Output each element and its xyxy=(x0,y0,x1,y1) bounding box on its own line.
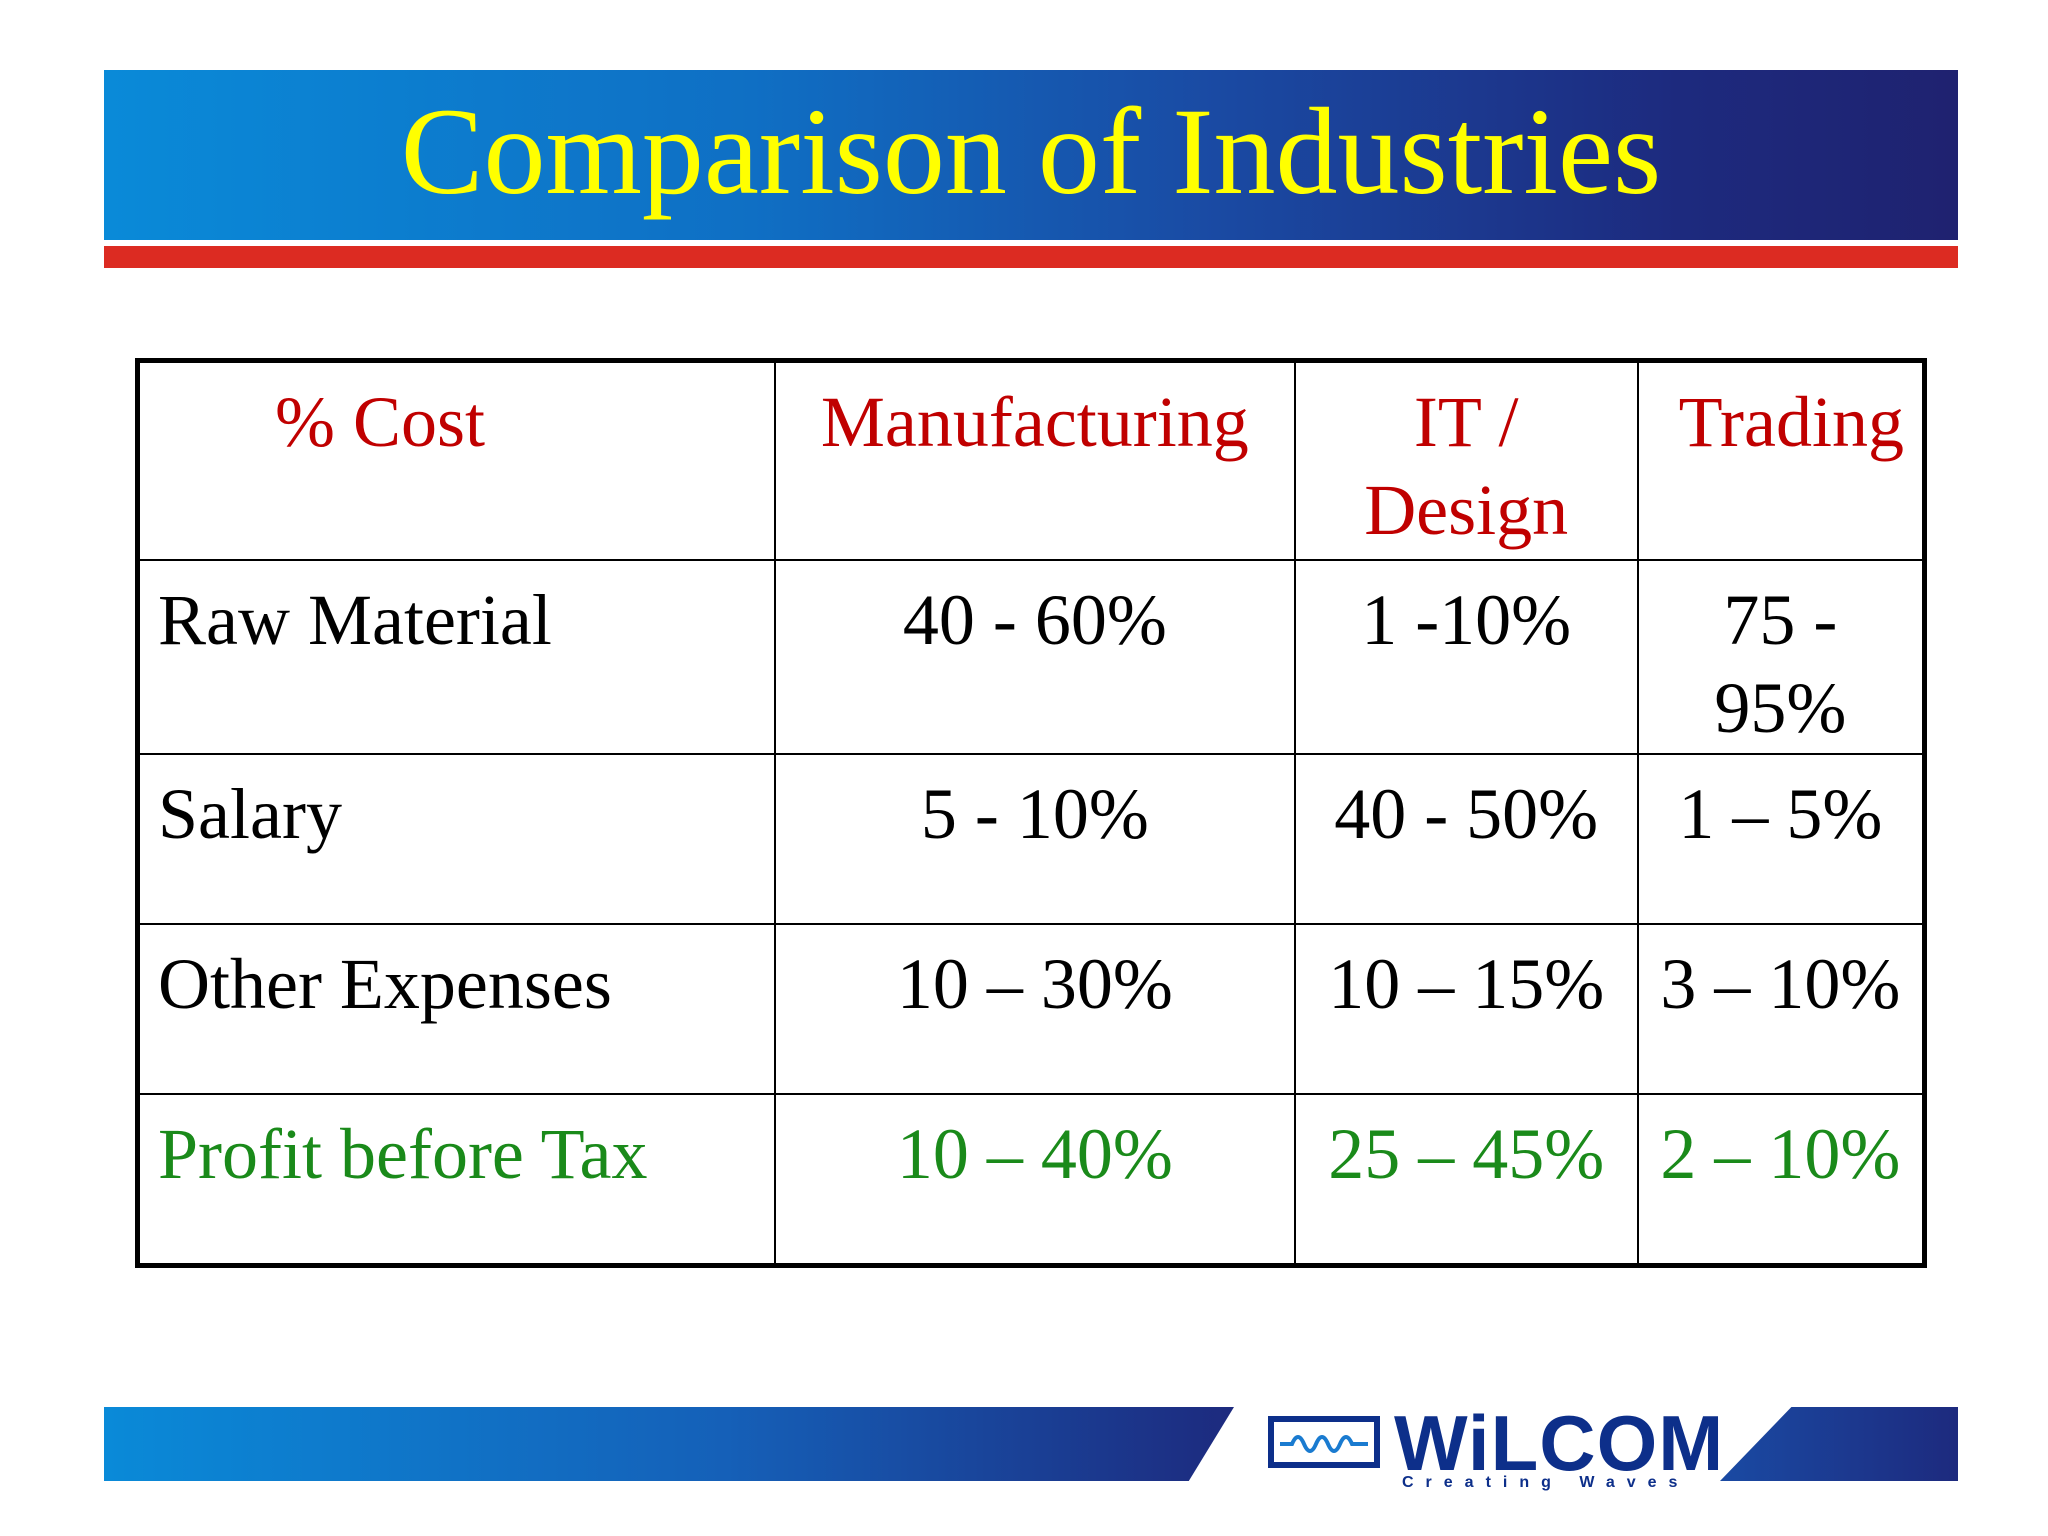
cell-it-design: 10 – 15% xyxy=(1293,922,1639,1095)
company-logo: WiLCOM Creating Waves xyxy=(1268,1399,1723,1504)
cell-manufacturing: 10 – 30% xyxy=(773,922,1296,1095)
cell-it-design: 40 - 50% xyxy=(1293,752,1639,925)
comparison-table: % Cost Manufacturing IT / Design Trading… xyxy=(135,358,1927,1268)
footer-bar-right xyxy=(1720,1407,1958,1481)
wave-icon xyxy=(1268,1416,1380,1468)
footer-bar-left xyxy=(104,1407,1234,1481)
header-trading: Trading xyxy=(1636,359,1926,561)
table-header-row: % Cost Manufacturing IT / Design Trading xyxy=(136,359,1926,561)
table-row-salary: Salary 5 - 10% 40 - 50% 1 – 5% xyxy=(136,752,1926,925)
row-label: Other Expenses xyxy=(136,922,776,1095)
cell-trading: 1 – 5% xyxy=(1636,752,1926,925)
title-banner: Comparison of Industries xyxy=(104,70,1958,240)
header-it-design: IT / Design xyxy=(1293,359,1639,561)
cell-trading: 75 - 95% xyxy=(1636,559,1926,755)
cell-manufacturing: 5 - 10% xyxy=(773,752,1296,925)
table-row-other-expenses: Other Expenses 10 – 30% 10 – 15% 3 – 10% xyxy=(136,922,1926,1095)
cell-it-design: 25 – 45% xyxy=(1293,1092,1639,1267)
header-manufacturing: Manufacturing xyxy=(773,359,1296,561)
row-label: Salary xyxy=(136,752,776,925)
row-label: Raw Material xyxy=(136,559,776,755)
table-row-profit-before-tax: Profit before Tax 10 – 40% 25 – 45% 2 – … xyxy=(136,1092,1926,1267)
cell-trading: 2 – 10% xyxy=(1636,1092,1926,1267)
slide-title: Comparison of Industries xyxy=(400,83,1662,220)
cell-manufacturing: 40 - 60% xyxy=(773,559,1296,755)
cell-trading: 3 – 10% xyxy=(1636,922,1926,1095)
cell-it-design: 1 -10% xyxy=(1293,559,1639,755)
header-cost: % Cost xyxy=(136,359,776,561)
title-underline-bar xyxy=(104,246,1958,268)
table-row-raw-material: Raw Material 40 - 60% 1 -10% 75 - 95% xyxy=(136,559,1926,755)
logo-wordmark: WiLCOM xyxy=(1394,1399,1725,1487)
logo-tagline: Creating Waves xyxy=(1402,1474,1690,1491)
row-label: Profit before Tax xyxy=(136,1092,776,1267)
cell-manufacturing: 10 – 40% xyxy=(773,1092,1296,1267)
